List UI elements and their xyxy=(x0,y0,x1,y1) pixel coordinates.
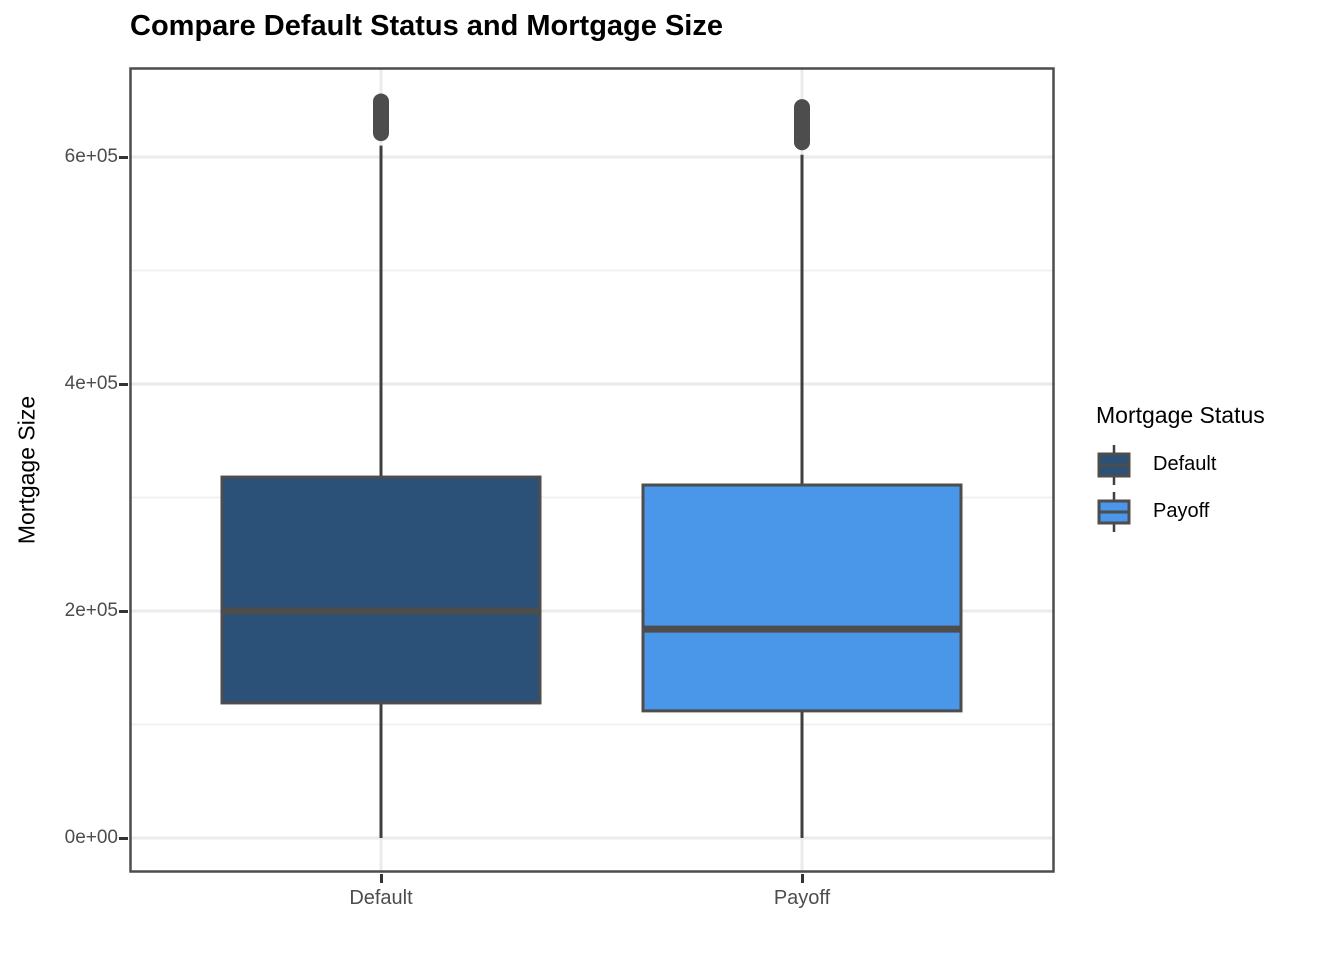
y-tick-label: 0e+00 xyxy=(64,827,118,848)
box-payoff xyxy=(641,483,963,713)
legend-key-boxplot-icon xyxy=(1097,444,1131,485)
y-tick-label: 6e+05 xyxy=(64,146,118,167)
panel-border xyxy=(129,67,1055,873)
legend-label: Default xyxy=(1153,453,1217,475)
x-tick-label-default: Default xyxy=(349,887,413,909)
y-tick-mark xyxy=(119,155,128,159)
legend-label: Payoff xyxy=(1153,500,1210,522)
legend-key-boxplot-icon xyxy=(1097,491,1131,532)
x-tick-mark xyxy=(379,874,383,883)
x-tick-label-payoff: Payoff xyxy=(773,887,831,909)
y-axis-title: Mortgage Size xyxy=(13,395,40,545)
legend-title: Mortgage Status xyxy=(1096,402,1265,428)
legend-item-payoff: Payoff xyxy=(1096,488,1344,535)
box-default xyxy=(220,475,542,705)
chart-title: Compare Default Status and Mortgage Size xyxy=(130,10,723,42)
y-tick-mark xyxy=(119,382,128,386)
y-tick-label: 2e+05 xyxy=(64,600,118,621)
y-tick-label: 4e+05 xyxy=(64,373,118,394)
outlier-cluster-payoff xyxy=(794,99,810,151)
x-tick-mark xyxy=(800,874,804,883)
boxplot-canvas xyxy=(129,67,1055,873)
legend-item-default: Default xyxy=(1096,441,1344,488)
y-tick-mark xyxy=(119,836,128,840)
plot-panel xyxy=(129,67,1055,878)
legend: Mortgage Status Default Payoff xyxy=(1096,402,1344,535)
y-tick-mark xyxy=(119,609,128,613)
outlier-cluster-default xyxy=(373,93,389,142)
